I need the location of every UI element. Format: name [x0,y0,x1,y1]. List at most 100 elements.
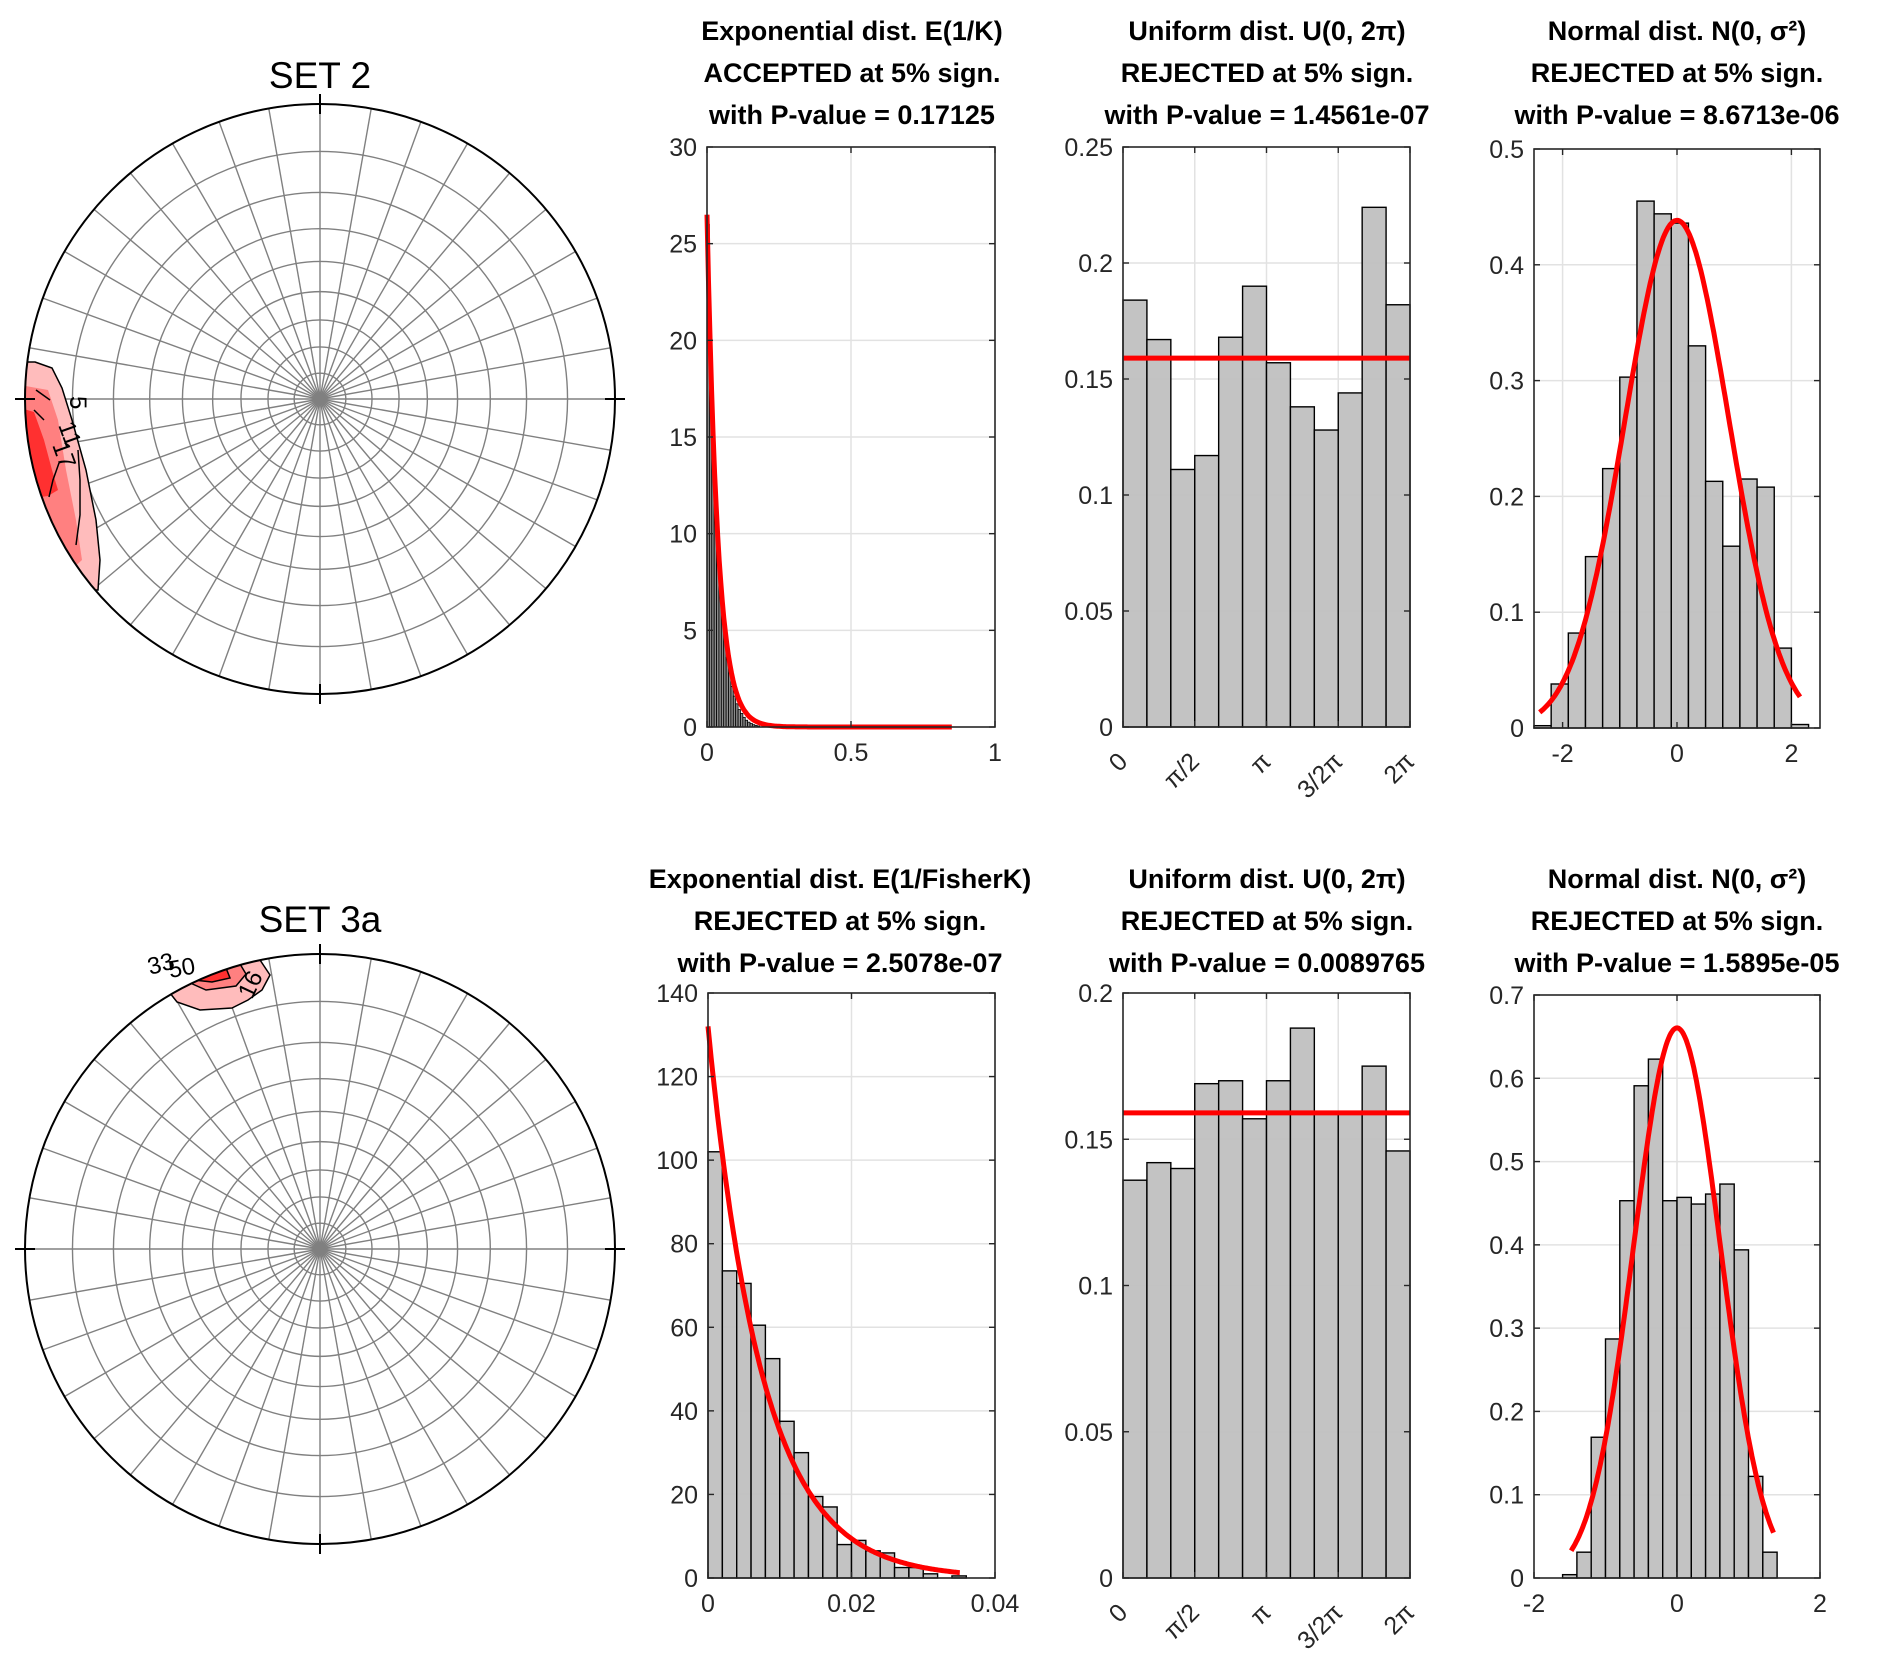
y-tick-label: 30 [669,134,697,162]
y-tick-label: 0.3 [1489,368,1524,396]
grid-radial [319,398,576,548]
chart-set3a-uniform: Uniform dist. U(0, 2π) REJECTED at 5% sig… [1064,864,1425,1655]
grid-radial [171,398,321,655]
fit-curve [1569,1025,1776,1552]
y-tick-label: 0 [1510,715,1524,743]
grid-radial [268,958,321,1250]
histogram-bar [1146,338,1172,728]
grid-radial [42,297,321,400]
grid-radial [218,971,321,1250]
y-tick-label: 10 [669,521,697,549]
chart-title-line: with P-value = 1.5895e-05 [1514,948,1840,978]
histogram-bar [1313,1112,1339,1579]
grid-radial [319,108,372,400]
grid-radial [64,1248,321,1398]
histogram-bar [1170,468,1196,728]
grid-radial [319,172,511,400]
grid-radial [319,208,547,400]
contour-label: 5 [64,396,91,409]
grid-radial [319,1248,576,1398]
contour-line [48,462,60,498]
histogram-bar [1687,345,1707,729]
grid-radial [319,398,469,655]
grid-radial [218,398,321,677]
y-tick-label: 0.1 [1489,1482,1524,1510]
contour-line [33,409,45,421]
grid-radial [171,1248,321,1505]
grid-radial [29,1248,321,1301]
chart-title-line: with P-value = 0.0089765 [1108,948,1425,978]
grid-radial [129,1248,321,1476]
histogram-bar [1670,222,1690,729]
y-tick-label: 0.3 [1489,1315,1524,1343]
grid-radial [319,1248,611,1301]
x-tick-label: π/2 [1158,1598,1205,1645]
y-tick-label: 20 [670,1481,698,1509]
grid-radial [93,1058,321,1250]
fit-curve [705,1026,961,1576]
grid-radial [64,250,321,400]
histogram-bar [1241,285,1268,728]
grid-radial [319,143,469,400]
grid-radial [93,208,321,400]
chart-title-line: REJECTED at 5% sign. [694,906,987,936]
chart-set2-uniform: Uniform dist. U(0, 2π) REJECTED at 5% sig… [1064,16,1429,804]
grid-radial [319,1197,611,1250]
chart-title-line: with P-value = 8.6713e-06 [1514,100,1840,130]
histogram-bar [1122,299,1148,728]
chart-title-line: Uniform dist. U(0, 2π) [1128,16,1405,46]
histogram-bar [1170,1167,1196,1579]
y-tick-label: 80 [670,1231,698,1259]
histogram-bar [1661,1200,1678,1579]
x-tick-label: 3/2π [1292,747,1349,804]
grid-radial [29,1197,321,1250]
grid-radial [171,993,321,1250]
y-tick-label: 0.4 [1489,252,1524,280]
y-tick-label: 0.2 [1078,250,1113,278]
x-tick-label: 0.02 [827,1590,876,1618]
chart-title-line: Exponential dist. E(1/FisherK) [649,864,1032,894]
histogram-bar [1122,1179,1148,1579]
x-tick-label: 0 [1104,1598,1134,1628]
grid-radial [319,958,372,1250]
grid-radial [268,398,321,690]
chart-set2-normal: Normal dist. N(0, σ²) REJECTED at 5% sign… [1489,16,1839,768]
grid-radial [319,993,469,1250]
grid-radial [319,398,598,501]
grid-radial [29,347,321,400]
y-tick-label: 0.15 [1064,1126,1113,1154]
grid-radial [319,1100,576,1250]
histogram-bar [1676,1196,1693,1579]
y-tick-label: 5 [683,617,697,645]
y-tick-label: 0.2 [1078,980,1113,1008]
grid-radial [93,398,321,590]
y-tick-label: 0.05 [1064,1419,1113,1447]
y-tick-label: 40 [670,1398,698,1426]
x-tick-label: 0 [1670,1590,1684,1618]
x-tick-label: 2 [1784,740,1798,768]
y-tick-label: 0.5 [1489,136,1524,164]
y-tick-label: 0 [1510,1565,1524,1593]
bars [1533,200,1810,729]
histogram-bar [707,1151,724,1579]
histogram-bar [1361,1065,1387,1579]
grid-radial [218,121,321,400]
histogram-bar [1762,1551,1778,1579]
histogram-bar [1385,1150,1411,1579]
chart-title-line: REJECTED at 5% sign. [1121,58,1414,88]
histogram-bar [1690,1203,1707,1579]
y-tick-label: 0.05 [1064,598,1113,626]
chart-title-line: Normal dist. N(0, σ²) [1548,864,1807,894]
chart-set2-exponential: Exponential dist. E(1/K) ACCEPTED at 5% s… [669,16,1003,767]
grid-radial [319,1022,511,1250]
chart-title-line: REJECTED at 5% sign. [1121,906,1414,936]
chart-title-line: Normal dist. N(0, σ²) [1548,16,1807,46]
x-tick-label: -2 [1523,1590,1545,1618]
x-tick-label: 2π [1378,747,1420,789]
grid-radial [171,143,321,400]
x-tick-label: -2 [1551,740,1573,768]
x-tick-label: 2π [1378,1598,1420,1640]
grid-radial [319,398,422,677]
